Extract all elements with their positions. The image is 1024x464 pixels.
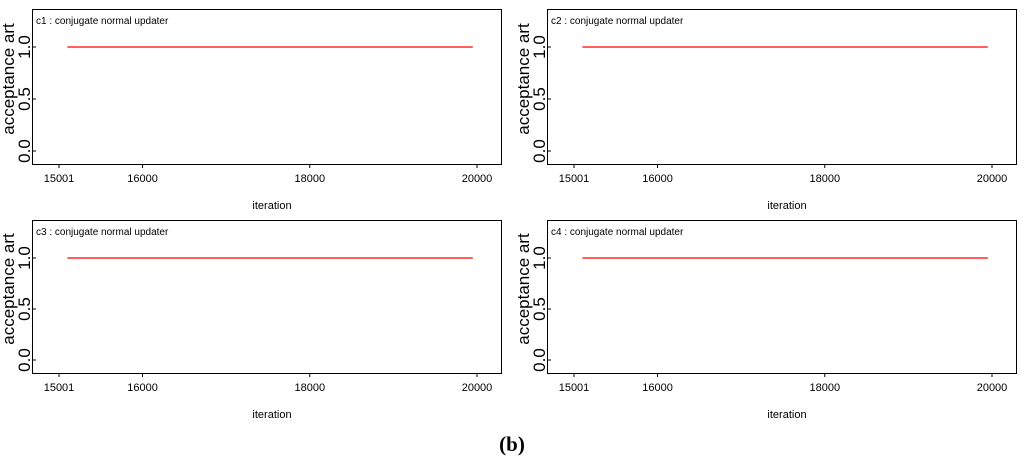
y-tick-label: 0.5: [530, 87, 549, 111]
panel-title: c4 : conjugate normal updater: [551, 227, 684, 238]
x-tick-label: 20000: [462, 173, 493, 185]
x-axis-title: iteration: [767, 200, 806, 212]
x-tick-label: 20000: [462, 382, 493, 394]
chart-panel-2: c2 : conjugate normal updater 0.0 0.5 1.0ac…: [514, 9, 1017, 212]
chart-panel-1: c1 : conjugate normal updater 0.0 0.5 1.0ac…: [0, 9, 502, 212]
y-tick-label: 1.0: [530, 35, 549, 59]
panel-title: c3 : conjugate normal updater: [36, 227, 169, 238]
panel-title: c2 : conjugate normal updater: [551, 16, 684, 27]
x-axis-title: iteration: [252, 200, 291, 212]
x-axis-title: iteration: [767, 409, 806, 421]
x-tick-label: 18000: [294, 173, 325, 185]
y-tick-label: 0.0: [15, 139, 34, 163]
y-axis-title: acceptance art: [514, 23, 533, 135]
y-tick-label: 1.0: [530, 246, 549, 270]
x-tick-label: 15001: [559, 173, 590, 185]
x-tick-label: 16000: [127, 382, 158, 394]
x-tick-label: 18000: [809, 382, 840, 394]
chart-panel-3: c3 : conjugate normal updater 0.0 0.5 1.0ac…: [0, 220, 502, 421]
plot-frame: [547, 220, 1017, 374]
y-tick-label: 0.5: [15, 297, 34, 321]
x-tick-label: 20000: [977, 382, 1008, 394]
panel-title: c1 : conjugate normal updater: [36, 16, 169, 27]
x-tick-label: 18000: [809, 173, 840, 185]
x-tick-label: 16000: [642, 382, 673, 394]
y-tick-label: 1.0: [15, 35, 34, 59]
chart-panel-4: c4 : conjugate normal updater 0.0 0.5 1.0ac…: [514, 220, 1017, 421]
x-tick-label: 15001: [44, 382, 75, 394]
x-tick-label: 15001: [559, 382, 590, 394]
y-tick-label: 0.5: [530, 297, 549, 321]
y-tick-label: 0.0: [530, 139, 549, 163]
y-axis-title: acceptance art: [0, 23, 18, 135]
figure-caption: (b): [499, 432, 525, 456]
plot-frame: [32, 9, 502, 165]
x-tick-label: 20000: [977, 173, 1008, 185]
y-axis-title: acceptance art: [0, 233, 18, 345]
y-axis-title: acceptance art: [514, 233, 533, 345]
x-tick-label: 16000: [127, 173, 158, 185]
plot-frame: [547, 9, 1017, 165]
x-tick-label: 18000: [294, 382, 325, 394]
y-tick-label: 1.0: [15, 246, 34, 270]
y-tick-label: 0.0: [530, 348, 549, 372]
x-tick-label: 15001: [44, 173, 75, 185]
x-axis-title: iteration: [252, 409, 291, 421]
y-tick-label: 0.5: [15, 87, 34, 111]
y-tick-label: 0.0: [15, 348, 34, 372]
plot-frame: [32, 220, 502, 374]
x-tick-label: 16000: [642, 173, 673, 185]
